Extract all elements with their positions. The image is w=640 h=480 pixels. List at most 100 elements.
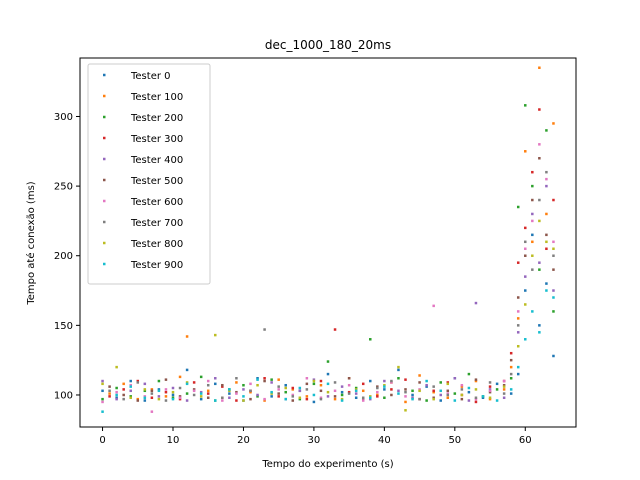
point-6-10 xyxy=(235,392,238,395)
point-9-1 xyxy=(115,393,118,397)
point-3-23 xyxy=(432,389,435,393)
point-4-14 xyxy=(298,389,302,393)
point-4-2 xyxy=(129,389,132,393)
point-4-22 xyxy=(411,396,414,400)
point-7-8 xyxy=(221,396,224,400)
point-7-2 xyxy=(136,381,140,384)
point-3-0 xyxy=(108,395,111,398)
point-3-5 xyxy=(178,397,182,401)
point-8-13 xyxy=(284,386,287,390)
point-6-12 xyxy=(263,397,266,401)
point-6-32 xyxy=(531,219,534,223)
point-8-6 xyxy=(185,381,189,384)
point-6-29 xyxy=(502,379,506,383)
point-0-8 xyxy=(214,382,217,386)
point-8-21 xyxy=(397,365,400,369)
point-3-11 xyxy=(263,377,266,380)
point-7-34 xyxy=(545,170,548,174)
point-8-17 xyxy=(340,397,344,401)
point-5-22 xyxy=(418,381,421,384)
point-3-3 xyxy=(150,396,154,400)
legend-marker-8 xyxy=(103,241,106,245)
legend-marker-0 xyxy=(103,73,106,77)
point-3-9 xyxy=(235,399,238,402)
point-6-26 xyxy=(460,383,464,387)
point-7-23 xyxy=(432,385,435,388)
point-8-9 xyxy=(228,389,231,393)
legend-label-3: Tester 300 xyxy=(130,134,183,145)
point-5-25 xyxy=(460,397,464,401)
point-3-6 xyxy=(192,381,196,384)
point-4-4 xyxy=(157,395,161,398)
point-2-16 xyxy=(326,360,330,363)
point-8-26 xyxy=(460,393,464,397)
point-0-2 xyxy=(129,379,132,383)
point-2-12 xyxy=(270,378,273,381)
point-8-0 xyxy=(101,382,104,386)
point-6-1 xyxy=(115,390,118,394)
point-5-35 xyxy=(552,268,555,271)
point-8-25 xyxy=(446,382,450,386)
point-7-11 xyxy=(263,328,266,331)
point-2-17 xyxy=(340,393,344,397)
point-7-9 xyxy=(235,377,238,380)
point-4-24 xyxy=(439,393,442,397)
point-6-8 xyxy=(206,379,210,383)
point-7-14 xyxy=(305,388,309,391)
point-9-25 xyxy=(453,399,457,402)
point-5-16 xyxy=(333,395,337,398)
point-2-7 xyxy=(199,375,203,379)
point-4-16 xyxy=(326,395,330,398)
point-7-0 xyxy=(108,389,111,393)
point-4-35 xyxy=(552,289,555,292)
point-0-19 xyxy=(369,379,372,383)
point-1-18 xyxy=(361,389,365,393)
point-8-8 xyxy=(214,333,217,337)
point-2-32 xyxy=(531,184,534,188)
point-1-26 xyxy=(474,379,478,383)
point-3-33 xyxy=(538,108,541,111)
point-2-14 xyxy=(298,397,302,401)
point-5-5 xyxy=(178,395,182,398)
point-9-12 xyxy=(270,390,273,394)
x-tick-label-6: 60 xyxy=(519,435,532,446)
point-0-6 xyxy=(185,368,189,372)
point-4-29 xyxy=(502,396,506,400)
point-5-9 xyxy=(235,390,238,394)
point-0-15 xyxy=(312,400,316,404)
point-6-7 xyxy=(192,389,196,393)
point-5-21 xyxy=(404,388,407,391)
point-2-34 xyxy=(545,129,548,132)
point-0-34 xyxy=(545,282,548,285)
x-tick-label-5: 50 xyxy=(448,435,461,446)
point-1-23 xyxy=(432,390,435,394)
point-1-5 xyxy=(178,375,182,379)
x-tick-label-3: 30 xyxy=(308,435,321,446)
point-2-22 xyxy=(411,389,414,393)
point-6-14 xyxy=(291,393,295,397)
point-6-20 xyxy=(376,390,379,394)
point-2-18 xyxy=(354,386,358,390)
point-3-17 xyxy=(347,390,351,394)
point-9-33 xyxy=(538,331,541,334)
point-9-11 xyxy=(256,378,259,381)
point-7-3 xyxy=(150,392,154,395)
legend-label-1: Tester 100 xyxy=(130,92,183,103)
point-6-17 xyxy=(333,389,337,393)
point-3-12 xyxy=(277,395,280,398)
point-7-1 xyxy=(122,397,125,401)
point-8-32 xyxy=(531,254,534,257)
point-2-23 xyxy=(425,399,428,402)
point-1-0 xyxy=(108,392,111,395)
point-7-17 xyxy=(347,392,351,395)
point-0-30 xyxy=(516,372,520,376)
point-2-29 xyxy=(509,377,513,380)
y-tick-label-4: 300 xyxy=(54,112,73,123)
point-3-4 xyxy=(164,390,168,394)
point-5-26 xyxy=(474,378,478,381)
point-0-5 xyxy=(171,393,175,397)
point-1-4 xyxy=(164,395,168,398)
point-5-28 xyxy=(502,383,506,387)
point-8-4 xyxy=(157,397,161,401)
point-2-4 xyxy=(157,379,161,383)
